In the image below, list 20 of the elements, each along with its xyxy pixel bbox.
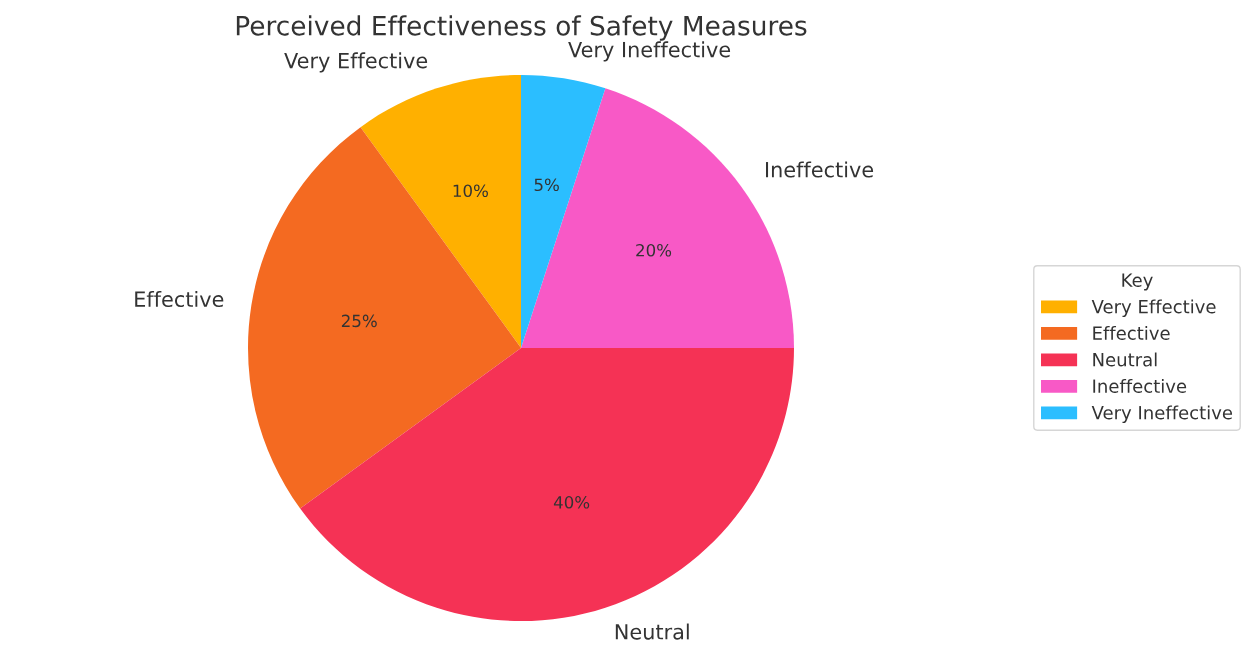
- slice-label: Very Effective: [284, 52, 428, 73]
- data-label: 25%: [341, 314, 377, 328]
- data-label: 5%: [534, 178, 559, 192]
- slice-label: Ineffective: [765, 161, 874, 178]
- chart-title: Perceived Effectiveness of Safety Measures: [236, 15, 807, 41]
- legend-label: Very Effective: [1091, 299, 1216, 317]
- slice-label: Neutral: [615, 623, 689, 640]
- data-label: 40%: [553, 496, 590, 509]
- legend-label: Very Ineffective: [1091, 405, 1233, 423]
- data-label: 10%: [453, 184, 488, 198]
- legend-label: Ineffective: [1093, 379, 1187, 393]
- slice-label: Effective: [135, 290, 224, 308]
- slice-label: Very Ineffective: [568, 41, 731, 62]
- pie-slice: [521, 75, 606, 348]
- pie-slice: [248, 127, 521, 509]
- data-label: 20%: [636, 243, 672, 257]
- legend-title: Key: [1122, 273, 1153, 291]
- legend-label: Neutral: [1093, 352, 1157, 367]
- pie-slice: [300, 348, 794, 621]
- legend-label: Effective: [1093, 326, 1170, 340]
